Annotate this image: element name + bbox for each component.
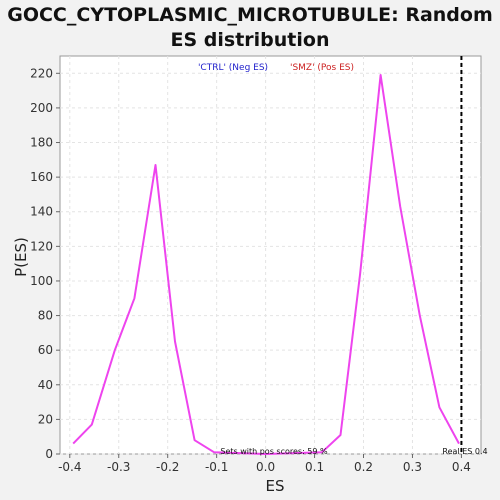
legend-smz: 'SMZ' (Pos ES)	[290, 63, 354, 73]
x-tick-label: 0.2	[354, 460, 373, 474]
y-tick-label: 20	[38, 412, 53, 426]
y-tick-label: 80	[38, 309, 53, 323]
x-tick-label: 0.4	[452, 460, 471, 474]
x-tick-label: 0.0	[256, 460, 275, 474]
legend-ctrl: 'CTRL' (Neg ES)	[198, 63, 268, 73]
x-axis-label: ES	[266, 477, 285, 495]
x-tick-label: -0.2	[156, 460, 179, 474]
y-tick-label: 140	[30, 205, 53, 219]
y-tick-label: 120	[30, 239, 53, 253]
sets-with-pos-note: Sets with pos scores: 59 %	[220, 447, 328, 456]
x-tick-label: -0.4	[58, 460, 81, 474]
y-tick-label: 160	[30, 170, 53, 184]
real-es-note: Real ES 0.4	[442, 447, 487, 456]
plot-area	[60, 56, 481, 454]
y-axis-label: P(ES)	[12, 237, 30, 277]
x-tick-label: 0.3	[403, 460, 422, 474]
y-tick-label: 0	[45, 447, 53, 461]
y-tick-label: 40	[38, 378, 53, 392]
y-tick-label: 60	[38, 343, 53, 357]
x-tick-label: 0.1	[305, 460, 324, 474]
y-tick-label: 180	[30, 136, 53, 150]
y-tick-label: 100	[30, 274, 53, 288]
chart-title-line1: GOCC_CYTOPLASMIC_MICROTUBULE: Random	[7, 4, 493, 26]
y-tick-label: 220	[30, 66, 53, 80]
x-tick-label: -0.3	[107, 460, 130, 474]
chart-title-line2: ES distribution	[171, 29, 330, 51]
y-tick-label: 200	[30, 101, 53, 115]
x-tick-label: -0.1	[205, 460, 228, 474]
